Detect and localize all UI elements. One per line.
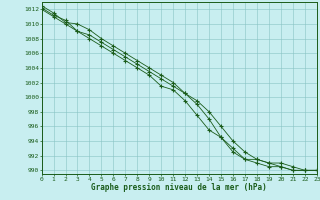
- X-axis label: Graphe pression niveau de la mer (hPa): Graphe pression niveau de la mer (hPa): [91, 183, 267, 192]
